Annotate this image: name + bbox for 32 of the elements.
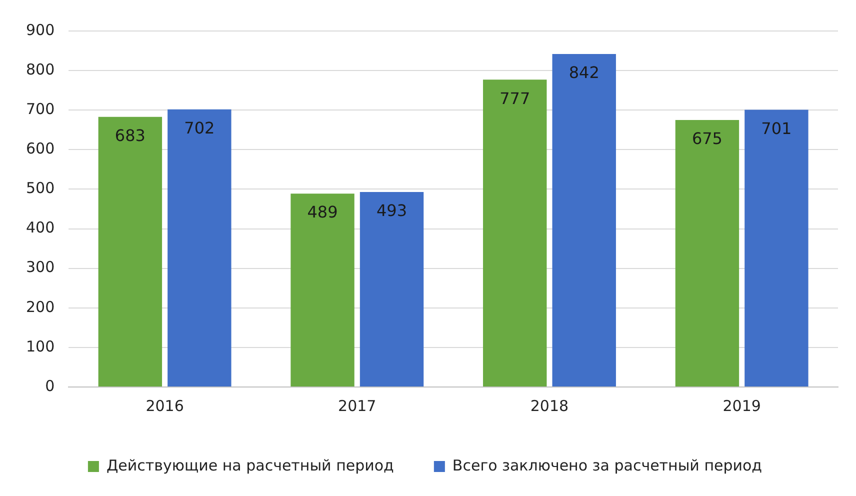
y-tick-label: 900 (26, 20, 55, 39)
data-label: 701 (761, 118, 792, 138)
data-label: 489 (307, 202, 338, 222)
x-tick-label: 2018 (530, 396, 569, 415)
y-tick-label: 500 (26, 179, 55, 198)
bar (360, 192, 424, 386)
x-tick-label: 2016 (146, 396, 184, 415)
bar (98, 116, 162, 386)
y-tick-label: 0 (45, 376, 55, 395)
data-label: 842 (568, 63, 600, 82)
y-tick-label: 600 (26, 140, 55, 158)
data-label: 777 (500, 88, 530, 108)
y-tick-label: 400 (26, 218, 55, 237)
bar (168, 109, 232, 386)
bar (552, 54, 616, 386)
data-label: 683 (114, 126, 146, 145)
bar (744, 110, 808, 386)
x-tick-label: 2017 (338, 396, 376, 415)
bar (483, 80, 547, 386)
y-tick-label: 700 (26, 100, 55, 118)
bar (290, 194, 354, 386)
legend-label: Действующие на расчетный период (106, 456, 394, 474)
data-label: 702 (184, 118, 215, 138)
y-tick-label: 200 (26, 298, 55, 316)
legend-label: Всего заключено за расчетный период (452, 456, 762, 474)
y-tick-label: 300 (26, 258, 55, 276)
bar (675, 120, 740, 386)
data-label: 675 (692, 129, 722, 148)
x-tick-label: 2019 (722, 396, 761, 415)
y-tick-label: 800 (26, 60, 55, 78)
y-tick-label: 100 (26, 337, 55, 356)
data-label: 493 (376, 201, 408, 220)
